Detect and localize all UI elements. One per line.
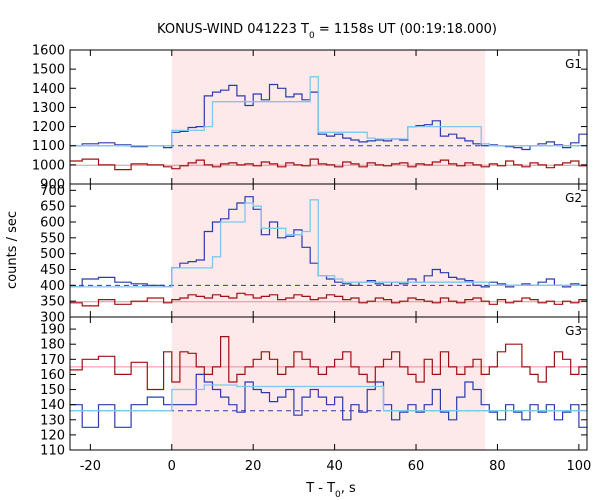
y-tick-label: 1200 [32,120,65,135]
background-series [70,292,587,307]
y-tick-label: 650 [40,200,65,215]
signal-series [70,373,587,428]
y-tick-label: 160 [40,368,65,383]
x-tick-label: 60 [408,459,425,474]
y-tick-label: 1300 [32,101,65,116]
y-tick-label: 120 [40,428,65,443]
shaded-interval [171,317,486,450]
y-tick-label: 150 [40,383,65,398]
y-tick-label: 110 [40,444,65,459]
panel-frame [69,316,588,451]
y-tick-label: 550 [40,231,65,246]
chart-title: KONUS-WIND 041223 T0 = 1158s UT (00:19:1… [157,22,497,41]
background-series [70,158,587,171]
model-series [70,384,587,412]
plot-area [70,76,587,171]
shaded-interval [171,50,486,184]
y-tick-label: 190 [40,323,65,338]
y-tick-label: 170 [40,353,65,368]
x-tick-label: 40 [326,459,343,474]
plot-area [70,336,587,428]
y-tick-label: 1000 [32,158,65,173]
plot-area [70,196,587,307]
y-tick-label: 1100 [32,139,65,154]
panel-g1: 900 1000 1100 1200 1300 1400 1500 1600 G1 [32,44,588,193]
y-tick-label: 300 [40,311,65,326]
background-series [70,336,587,391]
x-tick-label: 100 [566,459,591,474]
y-tick-label: 1500 [32,63,65,78]
y-tick-label: 1600 [32,44,65,59]
signal-series [70,196,587,288]
signal-series [70,83,587,151]
y-tick-label: 140 [40,398,65,413]
panel-label: G2 [565,191,582,205]
y-tick-label: 180 [40,338,65,353]
y-tick-label: 450 [40,263,65,278]
x-tick-label: -20 [80,459,101,474]
y-tick-label: 500 [40,247,65,262]
y-tick-label: 400 [40,279,65,294]
y-tick-label: 600 [40,216,65,231]
panel-label: G3 [565,324,582,338]
x-tick-label: 0 [168,459,176,474]
x-axis-title: T - T0, s [305,481,356,500]
model-series [70,76,587,147]
panels-layer: 9001000110012001300140015001600G13003504… [32,44,588,459]
y-axis-title: counts / sec [5,211,20,289]
model-series [70,199,587,288]
y-tick-label: 900 [40,178,65,193]
y-tick-label: 130 [40,413,65,428]
y-tick-label: 350 [40,295,65,310]
x-tick-label: 80 [489,459,506,474]
x-axis: -20 0 20 40 60 80 100 [80,459,592,474]
shaded-interval [171,184,486,317]
x-tick-label: 20 [245,459,262,474]
panel-label: G1 [565,57,582,71]
y-tick-label: 700 [40,184,65,199]
y-tick-label: 1400 [32,82,65,97]
